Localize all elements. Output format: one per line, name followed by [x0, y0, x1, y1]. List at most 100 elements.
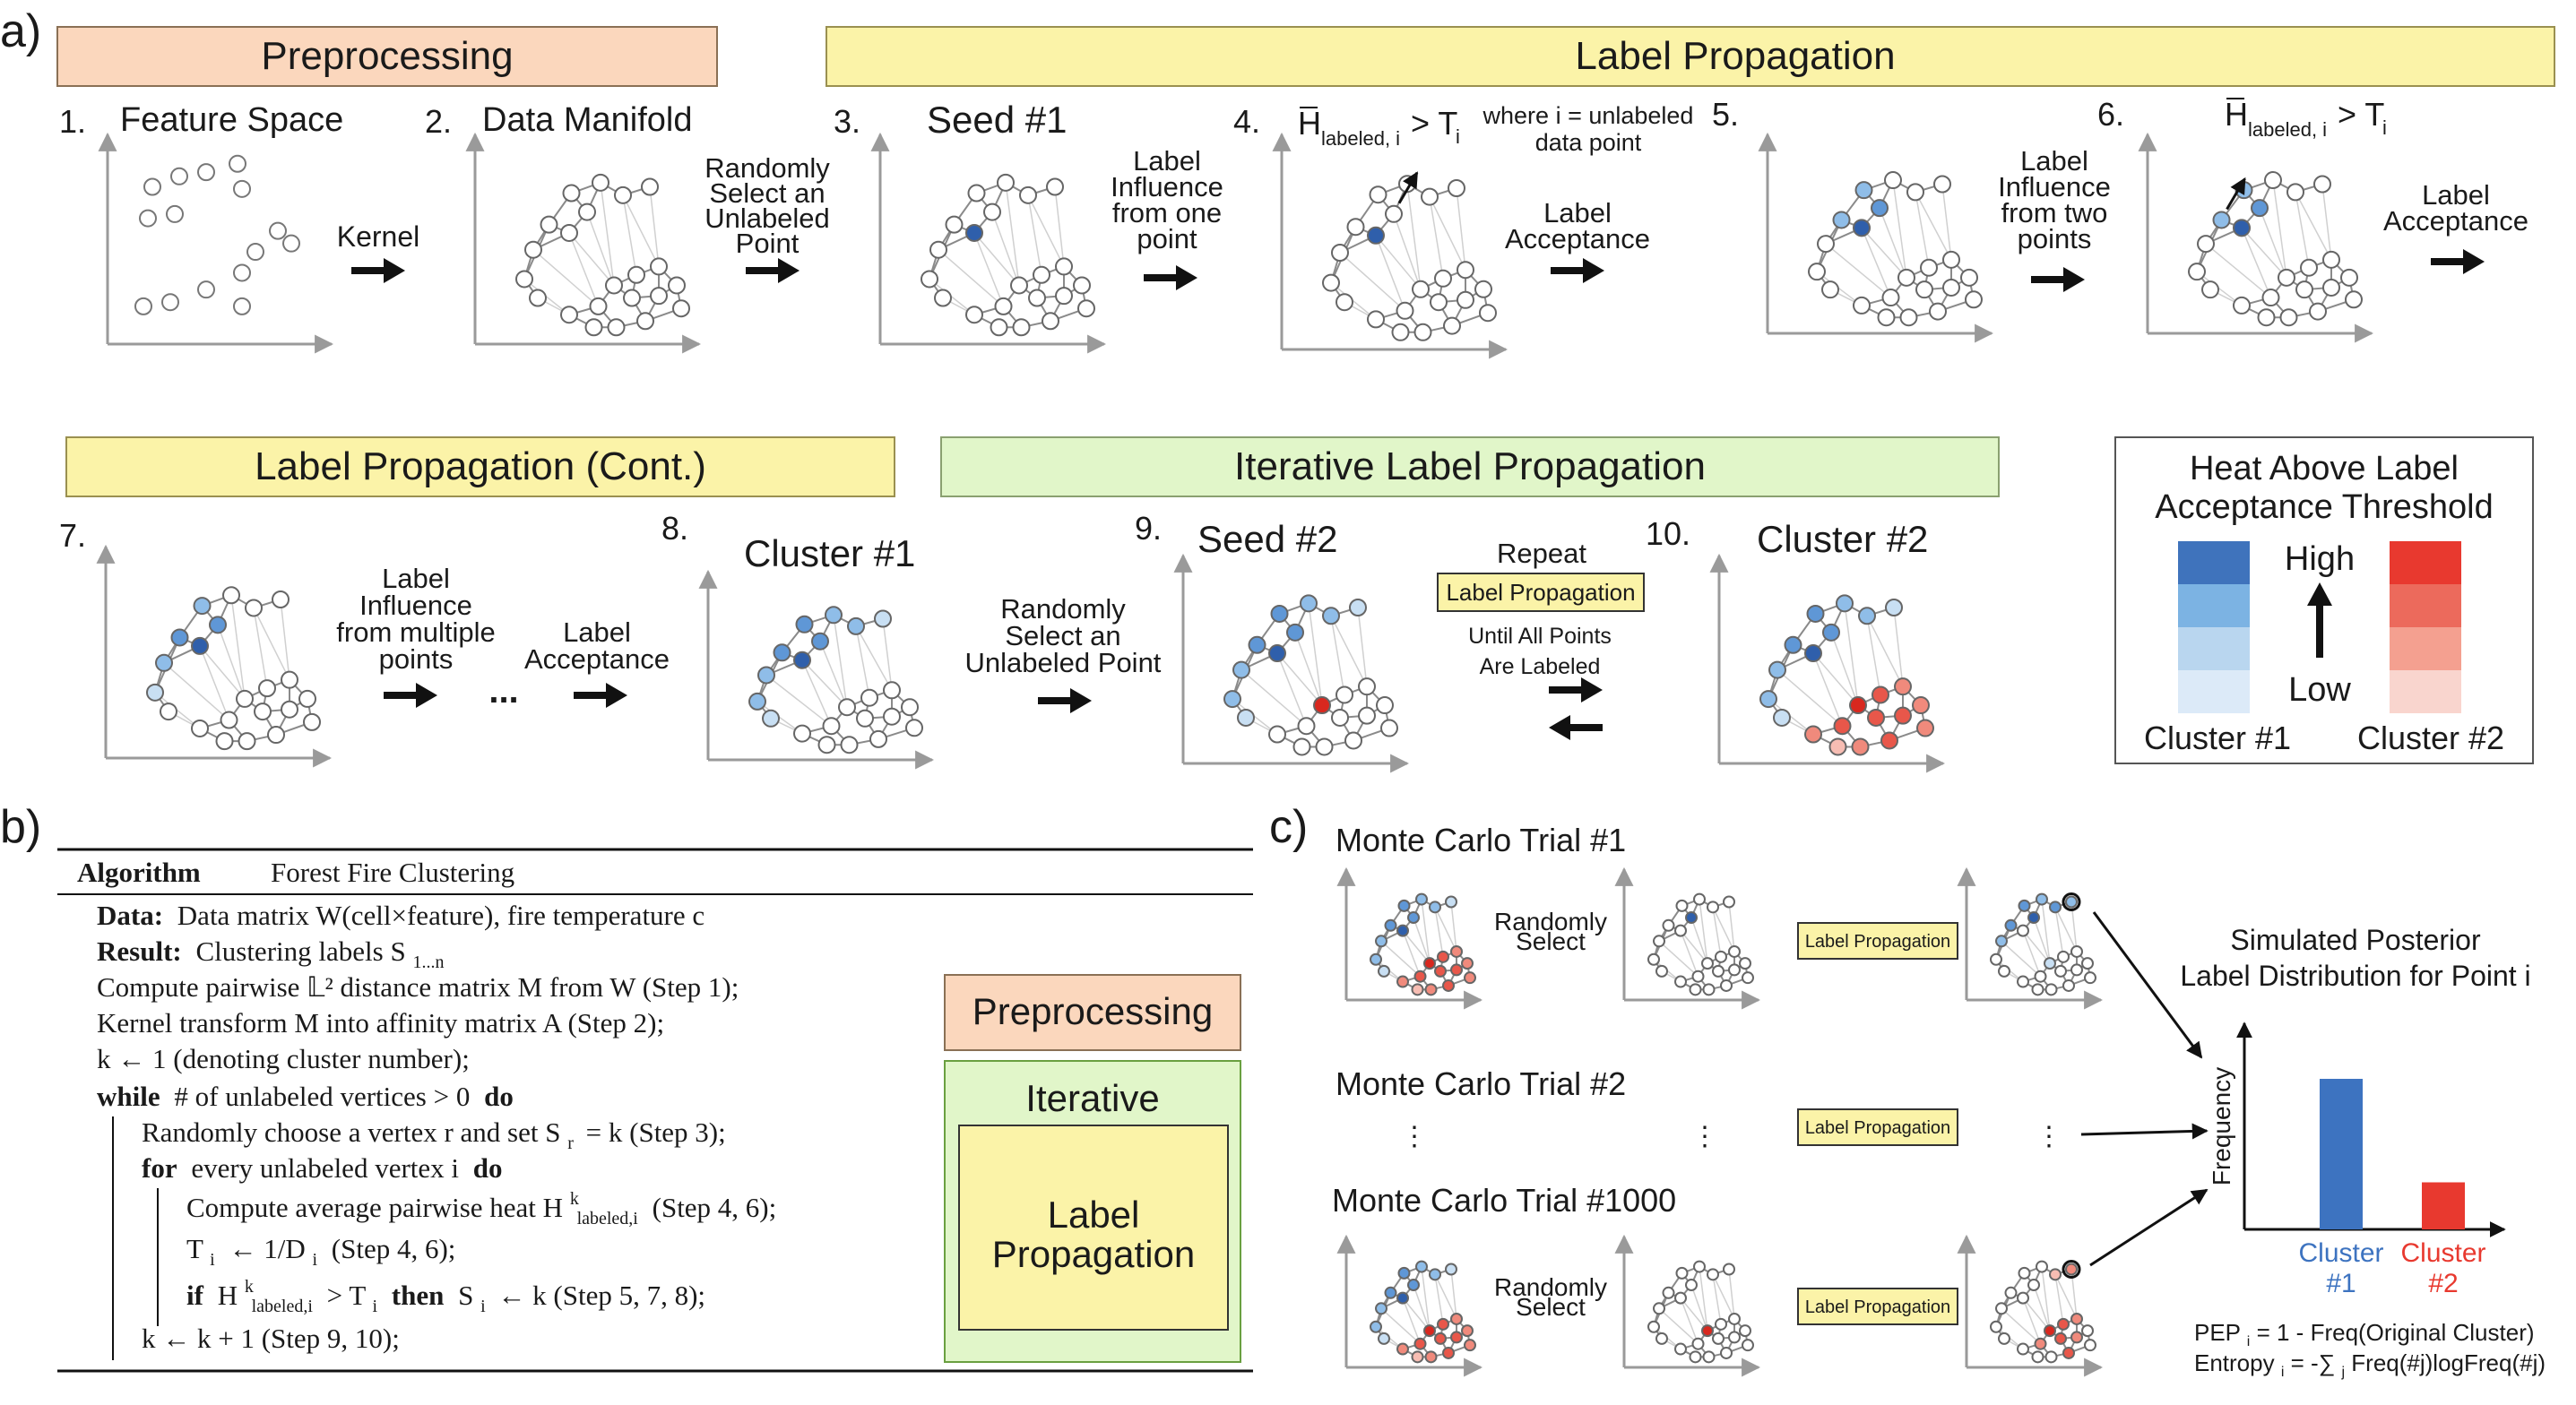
plot-data-manifold-node-2 — [560, 223, 578, 242]
c-plot-trial1000-a-node-18 — [1464, 1339, 1476, 1352]
c-plot-trial1000-b-node-9 — [1655, 1332, 1668, 1345]
plot-step4 — [1272, 132, 1508, 359]
plot-step4-node-0 — [1331, 244, 1349, 262]
entropy-sub2: j — [2340, 1365, 2345, 1380]
plot-cluster-1-node-5 — [825, 606, 843, 625]
c-plot-trial1-a-node-16 — [1450, 963, 1463, 977]
step6-heat-subscript: labeled, i — [2248, 118, 2327, 141]
process-arrow-1 — [351, 258, 405, 283]
c-caption-random-select-1-line-2: Select — [1516, 927, 1586, 955]
plot-data-manifold-node-19 — [636, 312, 654, 331]
c-plot-trial1000-a-node-17 — [1461, 1324, 1474, 1338]
caption-influence-one-line-2: Influence — [1111, 171, 1223, 203]
c-plot-trial1000-c-node-18 — [2084, 1339, 2096, 1352]
plot-seed-1-node-15 — [1028, 289, 1046, 307]
step4-note-line2: data point — [1535, 129, 1642, 156]
algo-line9-a: Compute average pairwise heat H — [186, 1192, 563, 1223]
trial1000-title: Monte Carlo Trial #1000 — [1332, 1182, 1676, 1219]
plot-step7-node-5 — [222, 586, 240, 605]
c-plot-trial1-c-node-6 — [2049, 901, 2062, 914]
caption-random-select-line-2: Select an — [709, 177, 825, 209]
plot-step4-node-16 — [1457, 290, 1474, 309]
algo-result-sub: 1...n — [412, 952, 444, 972]
plot-cluster-1 — [698, 569, 935, 770]
plot-data-manifold-node-9 — [529, 289, 547, 307]
plot-step6-node-14 — [2322, 250, 2340, 269]
c-plot-trial1-b-node-17 — [1739, 957, 1751, 970]
plot-step7-node-6 — [245, 599, 263, 617]
plot-step4-node-11 — [1396, 301, 1414, 320]
c-plot-trial1000-a-node-8 — [1370, 1320, 1382, 1333]
plot-step5-node-13 — [1920, 258, 1938, 277]
plot-cluster-2-node-5 — [1836, 594, 1854, 613]
plot-feature-space-point-7 — [269, 221, 287, 240]
plot-seed-1-node-13 — [1033, 265, 1050, 284]
algo-line9: Compute average pairwise heat H k labele… — [186, 1179, 776, 1230]
algorithm-keyword: Algorithm — [77, 857, 201, 888]
plot-step5-node-19 — [1929, 302, 1947, 321]
c-plot-trial1000-a-node-21 — [1411, 1350, 1424, 1364]
algo-line11-sub: labeled,i — [252, 1297, 314, 1316]
c-plot-trial1-c-node-1 — [2004, 918, 2018, 932]
plot-cluster-2-node-18 — [1916, 719, 1934, 737]
plot-data-manifold-node-3 — [578, 203, 596, 221]
c-plot-trial1000-a-node-7 — [1445, 1263, 1457, 1276]
plot-data-manifold-node-13 — [627, 265, 645, 284]
c-plot-trial1-c-node-10 — [2017, 975, 2029, 988]
trial2-to-hist-arrow — [2080, 1123, 2209, 1140]
c-plot-trial1-b-node-3 — [1685, 911, 1698, 925]
c-plot-trial1-b-node-13 — [1715, 950, 1727, 963]
c-plot-trial1-c-node-8 — [1990, 952, 2002, 966]
plot-seed-1-node-12 — [1010, 276, 1028, 295]
c-plot-trial1-b-node-6 — [1707, 901, 1719, 914]
caption-random-select-line-1: Randomly — [705, 152, 830, 184]
step4-heat-symbol: H — [1298, 105, 1321, 142]
trial1-to-hist-arrow — [2092, 911, 2203, 1059]
plot-seed-2-node-13 — [1336, 685, 1353, 704]
plot-step7-node-13 — [258, 679, 276, 698]
hist-category-2-part-2: #2 — [2428, 1269, 2458, 1298]
plot-step6-node-11 — [2261, 289, 2280, 307]
plot-step5-node-12 — [1897, 268, 1915, 287]
c-plot-trial1000-b-node-10 — [1674, 1342, 1687, 1356]
c-plot-trial1-a-node-11 — [1413, 970, 1427, 983]
c-plot-trial1-b-node-16 — [1728, 963, 1741, 977]
c-caption-random-select-1000-line-1: Randomly — [1494, 1273, 1607, 1301]
step8-number: 8. — [661, 510, 688, 547]
plot-step6-node-1 — [2212, 211, 2231, 229]
panel-a-label: a) — [0, 5, 41, 57]
algo-line7-a: Randomly choose a vertex r and set S — [142, 1116, 560, 1148]
plot-step4-node-18 — [1479, 304, 1497, 323]
algo-line11-end: ← k (Step 5, 7, 8); — [497, 1280, 705, 1311]
plot-data-manifold-node-15 — [623, 289, 641, 307]
step4-heat-subscript: labeled, i — [1321, 127, 1400, 150]
plot-step6-node-13 — [2300, 258, 2318, 277]
c-plot-trial1000-b-node-8 — [1647, 1320, 1660, 1333]
plot-feature-space-point-6 — [166, 204, 184, 223]
step1-title: Feature Space — [120, 101, 343, 139]
caption-acceptance-2-line-1: Label — [2422, 179, 2490, 211]
plot-data-manifold-node-5 — [592, 173, 609, 192]
banner-preprocessing: Preprocessing — [56, 26, 718, 87]
algo-result-kw: Result: — [97, 935, 182, 967]
b-iterative-text: Iterative — [1025, 1077, 1159, 1119]
caption-influence-two-line-3: from two — [2001, 197, 2108, 228]
plot-step4-node-13 — [1434, 269, 1452, 288]
c-plot-trial1000-b-node-4 — [1675, 1266, 1689, 1280]
c-plot-trial1-a-node-0 — [1375, 935, 1387, 948]
caption-influence-two-line-4: points — [2018, 223, 2092, 254]
plot-step4-node-1 — [1346, 218, 1365, 237]
plot-cluster-2-node-4 — [1806, 604, 1825, 623]
plot-cluster-1-node-17 — [901, 698, 919, 717]
plot-feature-space-point-4 — [233, 179, 251, 198]
c-plot-trial1000-b-node-16 — [1728, 1331, 1741, 1344]
plot-seed-1-node-4 — [967, 184, 986, 203]
step4-threshold: > T — [1411, 105, 1457, 142]
plot-seed-2-node-11 — [1297, 717, 1316, 736]
plot-cluster-1-node-3 — [811, 632, 829, 651]
c-plot-trial1000-b-node-19 — [1720, 1346, 1733, 1359]
plot-seed-2-node-14 — [1358, 677, 1376, 696]
